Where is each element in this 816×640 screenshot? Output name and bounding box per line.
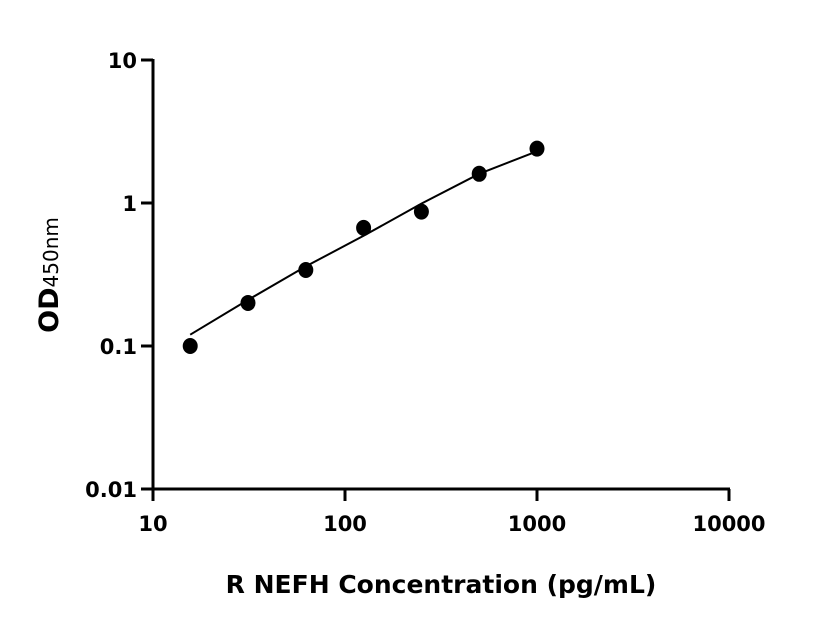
x-axis-title: R NEFH Concentration (pg/mL) [226,570,657,599]
x-tick-label: 10 [138,512,167,536]
y-axis-title: OD450nm [34,217,65,333]
data-point [356,219,372,236]
y-tick-label: 1 [122,192,137,216]
x-tick-label: 100 [323,512,367,536]
data-point [298,261,314,278]
data-points [182,140,545,354]
data-point [413,203,429,220]
y-tick-label: 10 [108,49,137,73]
data-point [529,140,545,157]
x-tick-label: 10000 [692,512,765,536]
data-point [182,338,198,354]
y-tick-label: 0.1 [100,335,137,359]
y-axis-title-main: OD [34,287,65,332]
data-point [471,165,487,182]
data-point [240,294,256,311]
y-axis-title-subscript: 450nm [39,217,63,287]
y-tick-label: 0.01 [85,478,137,502]
ticks: 10 100 1000 10000 0.01 0.1 1 10 [85,49,765,536]
axes [151,59,730,491]
x-tick-label: 1000 [508,512,566,536]
